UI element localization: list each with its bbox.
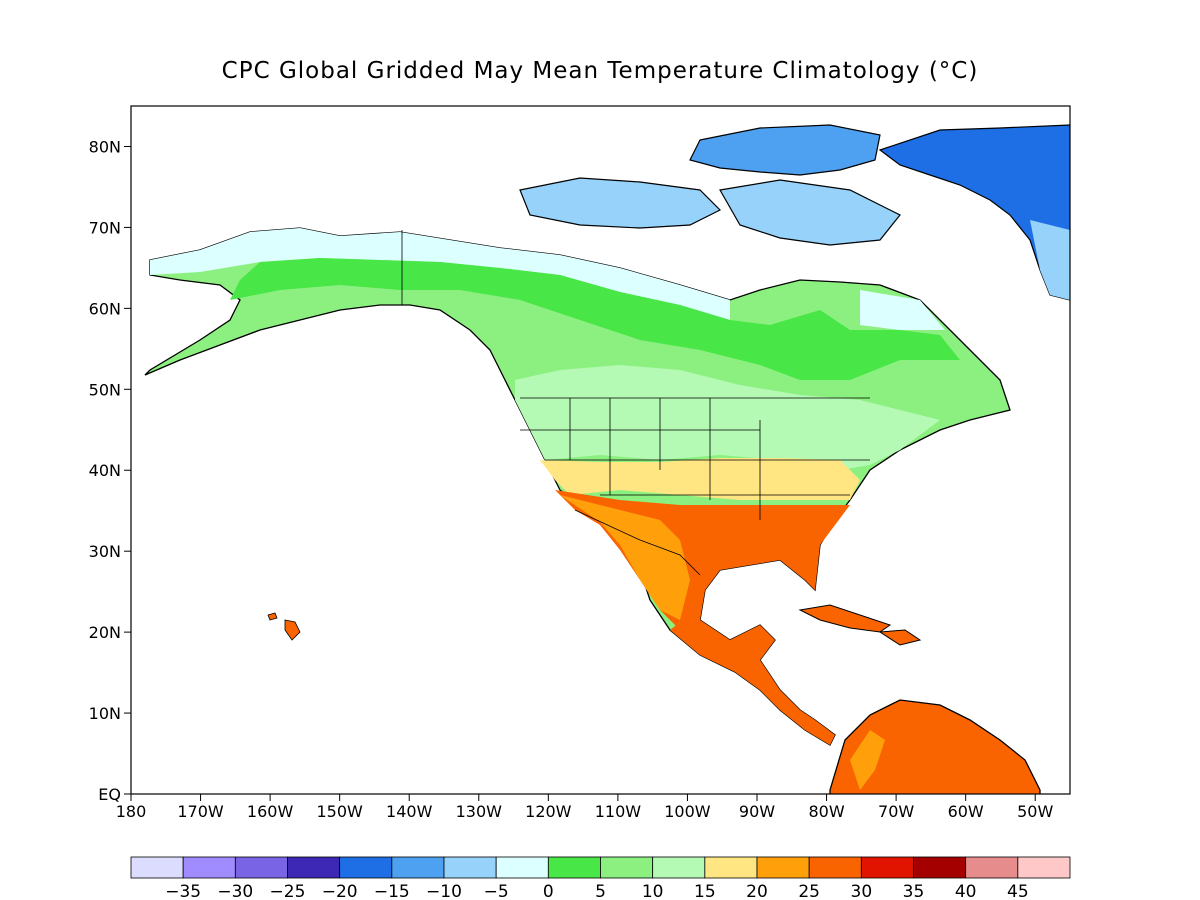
lon-tick-label: 150W [316, 802, 363, 821]
latitude-axis: EQ 10N 20N 30N 40N 50N 60N 70N 80N [89, 137, 131, 804]
lat-tick-label: 10N [89, 704, 121, 723]
colorbar-swatch [443, 856, 497, 879]
plot-frame [130, 105, 1071, 795]
colorbar-swatch [1017, 856, 1071, 879]
lat-tick-label: 80N [89, 137, 121, 156]
lon-tick-label: 110W [595, 802, 642, 821]
lat-tick-label: 40N [89, 461, 121, 480]
colorbar-label: −25 [270, 882, 306, 900]
colorbar-swatch [495, 856, 549, 879]
lat-tick-label: EQ [98, 785, 121, 804]
lon-tick-label: 100W [664, 802, 711, 821]
colorbar-label: 15 [694, 882, 716, 900]
lon-tick-label: 170W [177, 802, 224, 821]
colorbar-swatch [756, 856, 810, 879]
arctic-islands [689, 124, 881, 176]
colorbar-label: −20 [322, 882, 358, 900]
colorbar-label: 35 [903, 882, 925, 900]
lat-tick-label: 70N [89, 218, 121, 237]
colorbar-swatch [600, 856, 654, 879]
lon-tick-label: 70W [878, 802, 914, 821]
lon-tick-label: 160W [247, 802, 294, 821]
colorbar-swatch [704, 856, 758, 879]
lat-tick-label: 50N [89, 380, 121, 399]
map-title: CPC Global Gridded May Mean Temperature … [221, 58, 979, 84]
colorbar-swatch [130, 856, 184, 879]
colorbar-label: 25 [798, 882, 820, 900]
lon-tick-label: 80W [808, 802, 844, 821]
colorbar-swatch [391, 856, 445, 879]
south-america-landmass [829, 699, 1041, 794]
colorbar-label: −10 [426, 882, 462, 900]
lon-tick-label: 120W [525, 802, 572, 821]
colorbar-label: −30 [217, 882, 253, 900]
colorbar-swatch [860, 856, 914, 879]
colorbar-label: −5 [484, 882, 509, 900]
colorbar-label: 45 [1007, 882, 1029, 900]
colorbar-swatch [913, 856, 967, 879]
lat-tick-label: 60N [89, 299, 121, 318]
political-borders [401, 230, 870, 576]
lat-tick-label: 30N [89, 542, 121, 561]
colorbar-swatch [547, 856, 601, 879]
colorbar-swatch [182, 856, 236, 879]
lon-tick-label: 180 [116, 802, 147, 821]
colorbar-label: −35 [165, 882, 201, 900]
lon-tick-label: 50W [1017, 802, 1053, 821]
colorbar-swatch [808, 856, 862, 879]
colorbar-label: 40 [955, 882, 977, 900]
colorbar-label: 30 [851, 882, 873, 900]
colorbar-label: −15 [374, 882, 410, 900]
colorbar-label: 10 [642, 882, 664, 900]
colorbar-label: 5 [595, 882, 606, 900]
longitude-axis: 180 170W 160W 150W 140W 130W 120W 110W 100W 90W 80… [116, 794, 1053, 821]
temperature-field [144, 124, 1070, 794]
lon-tick-label: 140W [386, 802, 433, 821]
colorbar-label: 0 [543, 882, 554, 900]
greenland-landmass [878, 124, 1070, 301]
colorbar-swatch [965, 856, 1019, 879]
colorbar: −35 −30 −25 −20 −15 −10 −5 0 5 10 15 20 25 30 35 40 45 [130, 856, 1071, 900]
colorbar-swatch [234, 856, 288, 879]
lat-tick-label: 20N [89, 623, 121, 642]
colorbar-swatch [339, 856, 393, 879]
colorbar-swatch [652, 856, 706, 879]
lon-tick-label: 90W [739, 802, 775, 821]
colorbar-swatch [287, 856, 341, 879]
lon-tick-label: 60W [948, 802, 984, 821]
colorbar-label: 20 [746, 882, 768, 900]
lon-tick-label: 130W [456, 802, 503, 821]
